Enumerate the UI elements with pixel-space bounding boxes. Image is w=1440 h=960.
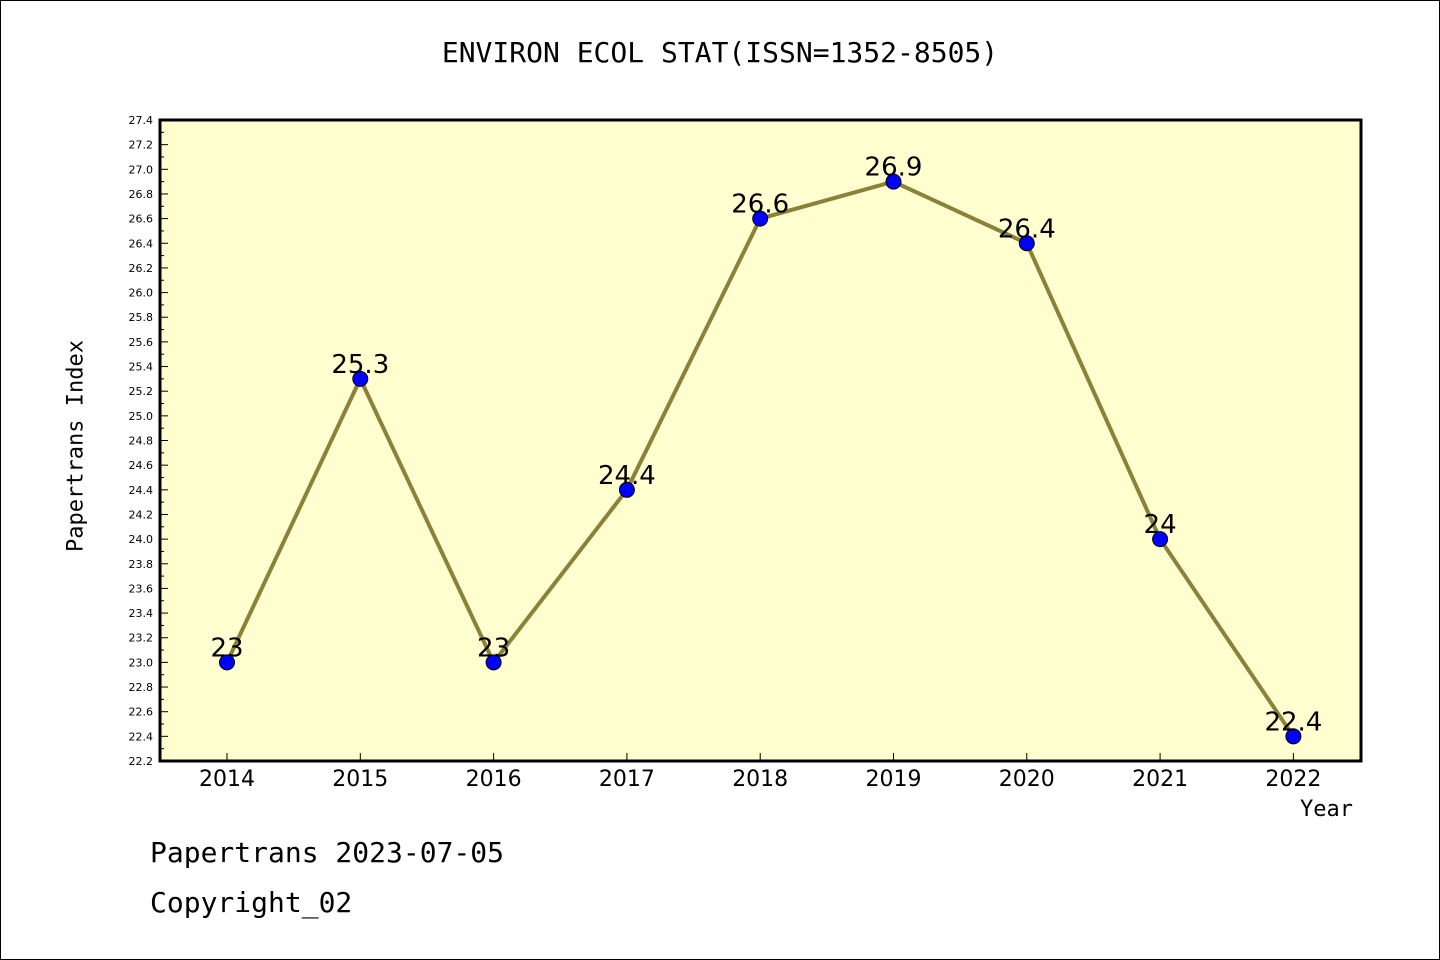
plot-area [160,120,1361,761]
x-tick-label: 2022 [1265,767,1321,792]
data-label: 23 [477,633,510,663]
data-label: 26.6 [731,190,789,220]
y-tick-label: 22.6 [129,706,154,719]
y-tick-label: 25.2 [129,385,154,398]
x-tick-label: 2018 [732,767,788,792]
plot-border [158,118,1363,763]
y-tick-label: 25.8 [129,311,154,324]
x-tick-label: 2015 [332,767,388,792]
y-tick-label: 22.8 [129,681,154,694]
x-tick-label: 2021 [1132,767,1188,792]
data-label: 24 [1144,510,1177,540]
x-axis-label: Year [1300,797,1353,822]
data-point [219,654,235,671]
y-tick-label: 22.4 [129,730,154,743]
x-tick-label: 2020 [999,767,1055,792]
footer-copyright: Copyright_02 [150,886,353,919]
data-point [352,370,369,387]
x-tick-label: 2019 [866,767,922,792]
y-tick-label: 27.2 [129,139,154,152]
data-label: 22.4 [1264,707,1322,737]
data-label: 26.4 [998,214,1056,244]
data-label: 23 [210,633,243,663]
y-tick-label: 26.8 [129,188,154,201]
y-tick-label: 26.0 [129,287,154,300]
x-tick-label: 2017 [599,767,655,792]
y-tick-label: 23.0 [129,656,154,669]
data-point [1285,728,1302,745]
y-tick-label: 25.6 [129,336,154,349]
data-point [618,481,635,498]
data-point [885,173,902,190]
y-tick-label: 25.0 [129,410,154,423]
y-tick-label: 27.0 [129,163,154,176]
y-tick-label: 24.8 [129,435,154,448]
x-tick-label: 2014 [199,767,255,792]
data-point [1018,235,1035,252]
y-tick-label: 24.4 [129,484,154,497]
y-tick-label: 23.6 [129,582,154,595]
x-tick-label: 2016 [466,767,522,792]
y-tick-label: 25.4 [129,361,154,374]
data-point [485,654,502,671]
y-tick-label: 22.2 [129,755,154,768]
y-tick-label: 27.4 [129,114,154,127]
data-point [1152,531,1169,548]
y-tick-label: 23.8 [129,558,154,571]
data-label: 25.3 [331,350,389,380]
y-tick-label: 24.2 [129,508,154,521]
y-tick-label: 26.6 [129,213,154,226]
data-label: 26.9 [865,153,923,183]
footer-date: Papertrans 2023-07-05 [150,836,505,869]
y-tick-label: 26.2 [129,262,154,275]
y-tick-label: 26.4 [129,237,154,250]
y-tick-label: 23.4 [129,607,154,620]
y-tick-label: 24.6 [129,459,154,472]
y-tick-label: 24.0 [129,533,154,546]
data-label: 24.4 [598,461,656,491]
y-tick-label: 23.2 [129,632,154,645]
chart-title: ENVIRON ECOL STAT(ISSN=1352-8505) [441,36,999,69]
data-point [752,210,769,227]
